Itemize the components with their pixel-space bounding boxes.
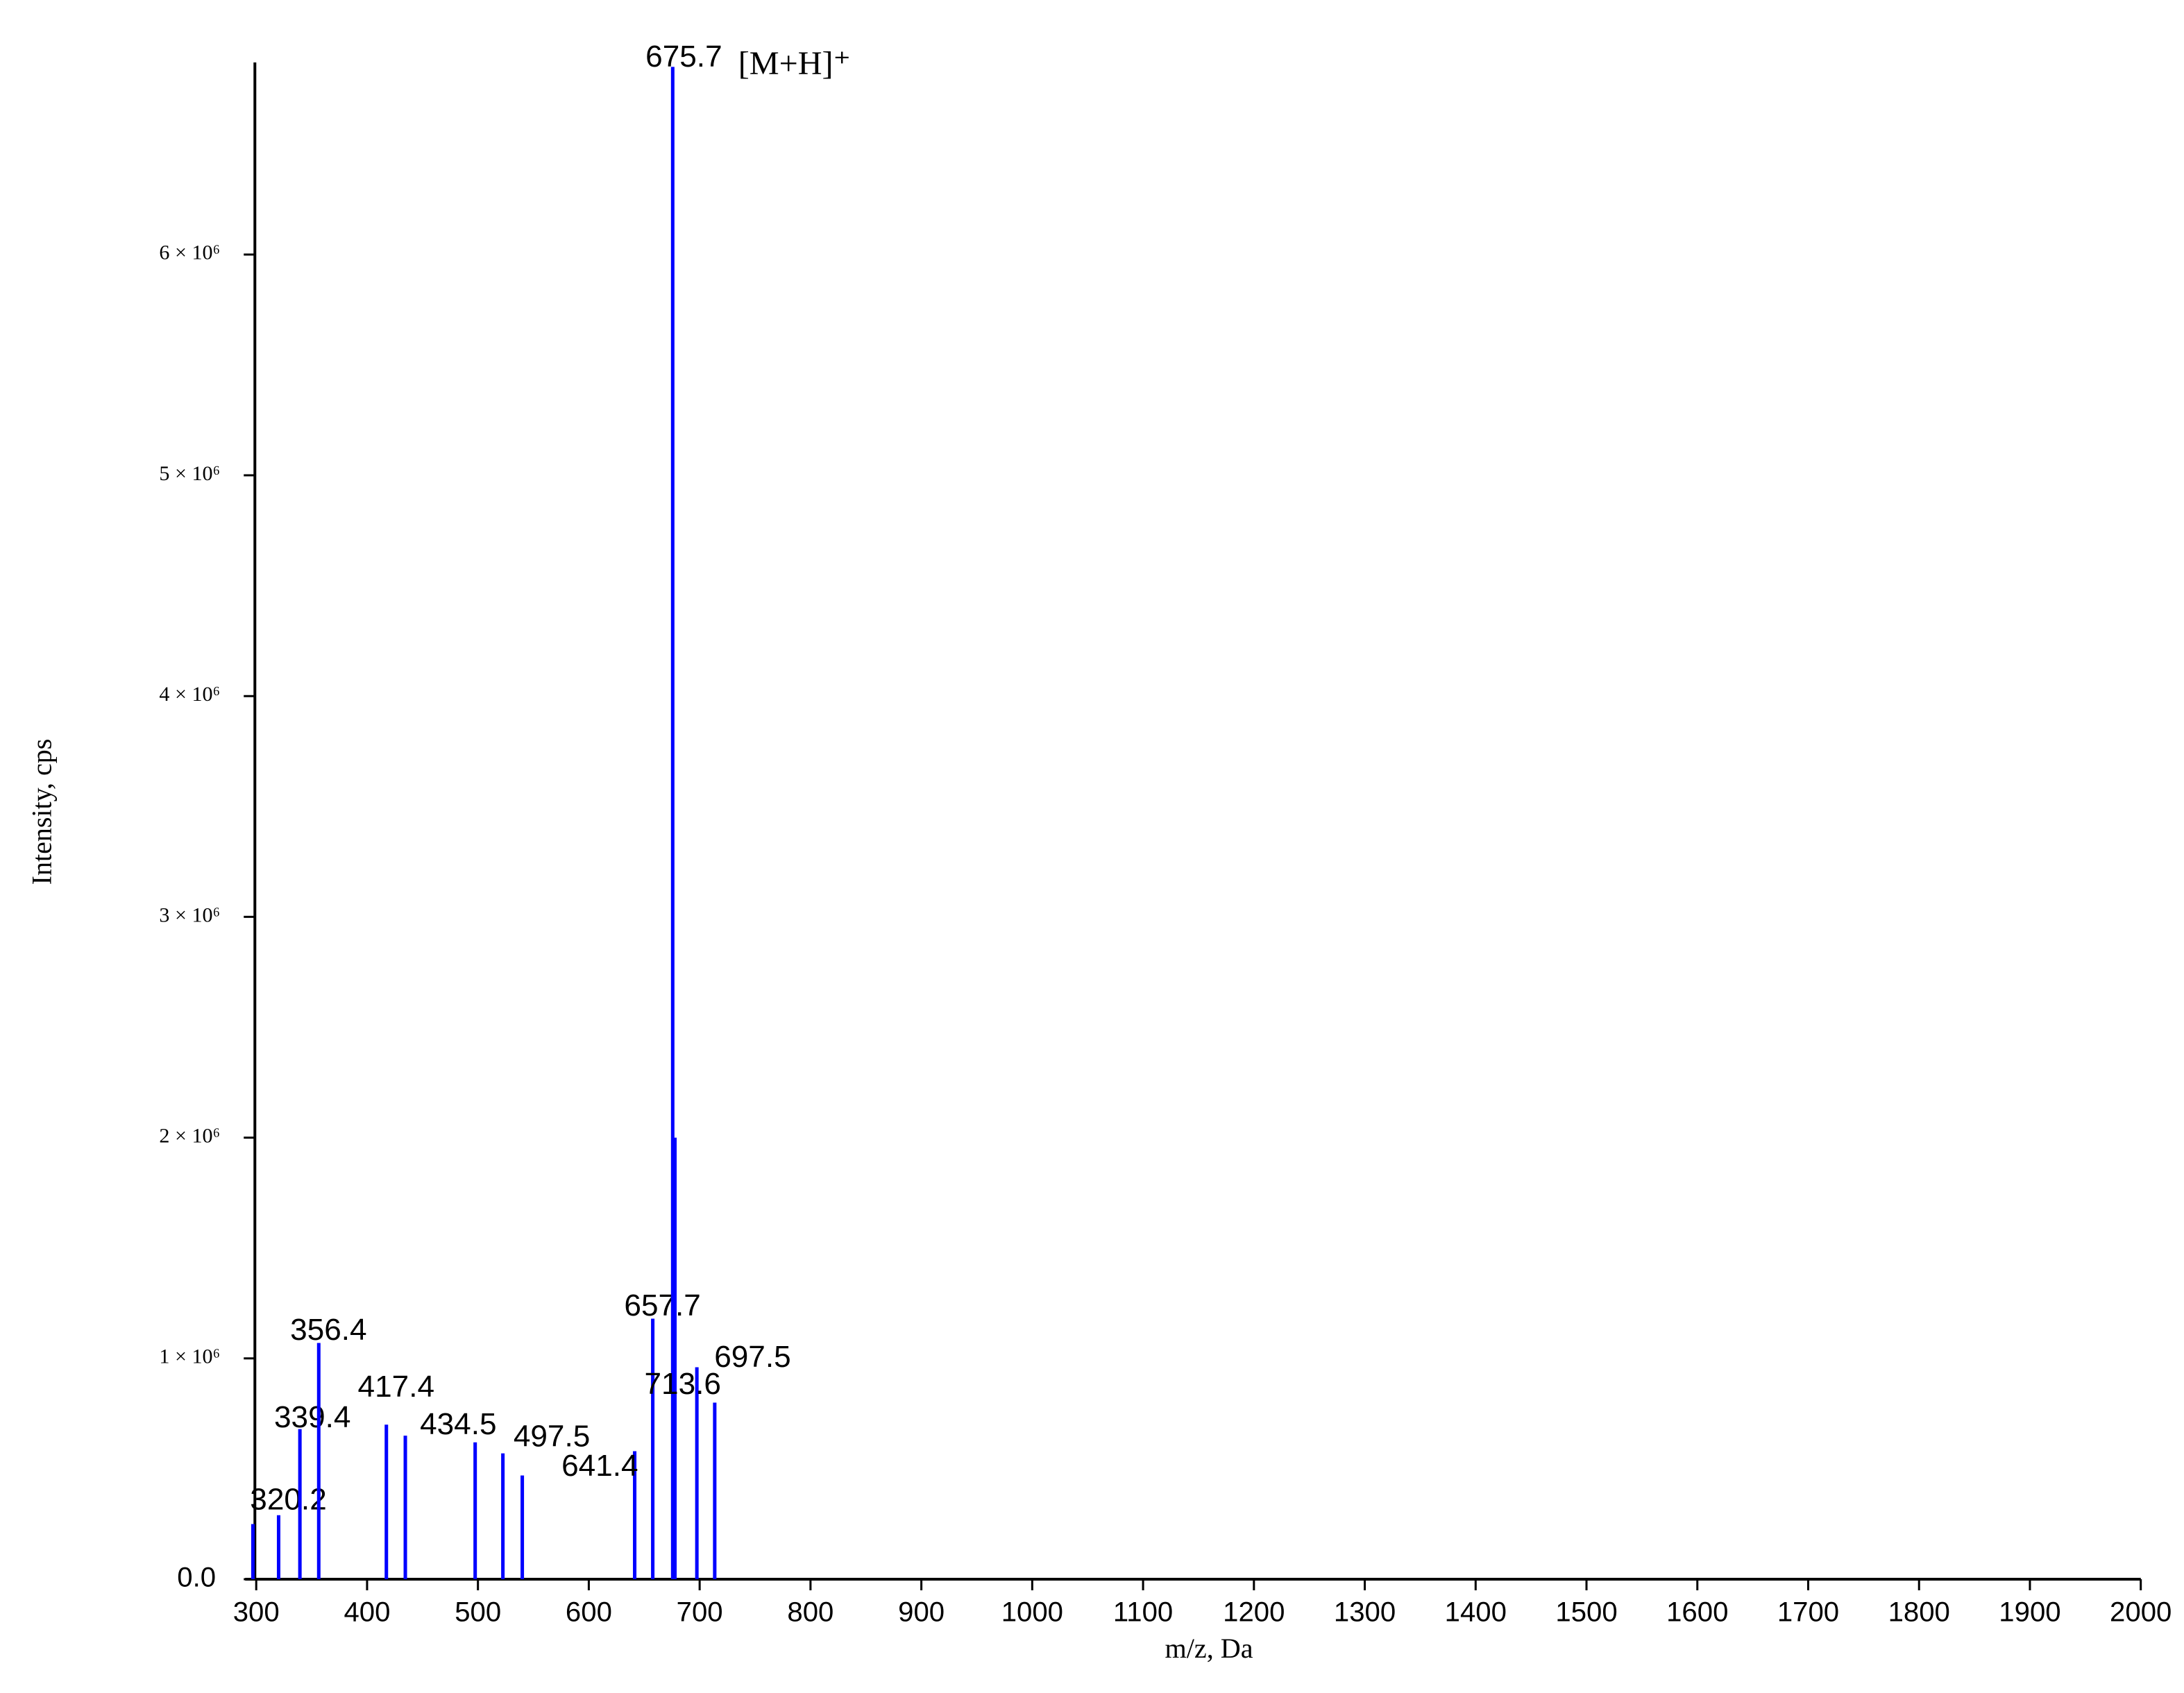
peak-label: 417.4 [358, 1370, 434, 1404]
x-tick-label: 400 [344, 1597, 390, 1628]
x-tick-label: 1300 [1334, 1597, 1396, 1628]
peak-label: 657.7 [624, 1288, 700, 1322]
x-tick-label: 600 [566, 1597, 612, 1628]
x-tick-label: 1900 [1999, 1597, 2060, 1628]
peak-label: 434.5 [420, 1407, 496, 1441]
annotation: [M+H]⁺ [738, 45, 851, 82]
x-tick-label: 1200 [1223, 1597, 1285, 1628]
peak-label: 356.4 [290, 1313, 366, 1347]
y-tick-label: 4 × 10⁶ [159, 682, 220, 706]
peak-label: 339.4 [274, 1400, 350, 1434]
peak-label: 675.7 [645, 40, 722, 74]
y-axis-label: Intensity, cps [26, 739, 57, 885]
x-tick-label: 1700 [1777, 1597, 1839, 1628]
y-tick-label: 0.0 [177, 1563, 216, 1593]
y-tick-label: 3 × 10⁶ [159, 903, 220, 926]
x-tick-label: 2000 [2110, 1597, 2172, 1628]
y-tick-label: 2 × 10⁶ [159, 1124, 220, 1148]
peak-label: 641.4 [561, 1449, 638, 1483]
peak-label: 713.6 [644, 1367, 720, 1401]
peak-label: 497.5 [514, 1419, 590, 1453]
x-tick-label: 1600 [1666, 1597, 1728, 1628]
x-tick-label: 800 [787, 1597, 833, 1628]
x-axis-label: m/z, Da [1165, 1633, 1253, 1664]
x-tick-label: 300 [233, 1597, 280, 1628]
y-tick-label: 6 × 10⁶ [159, 241, 220, 264]
y-tick-label: 1 × 10⁶ [159, 1345, 220, 1368]
x-tick-label: 900 [898, 1597, 945, 1628]
x-tick-label: 1800 [1888, 1597, 1950, 1628]
y-tick-label: 5 × 10⁶ [159, 461, 220, 485]
x-tick-label: 1500 [1555, 1597, 1617, 1628]
x-tick-label: 500 [455, 1597, 501, 1628]
peak-label: 697.5 [714, 1340, 790, 1374]
x-tick-label: 1100 [1113, 1597, 1173, 1628]
x-tick-label: 1400 [1445, 1597, 1507, 1628]
x-tick-label: 1000 [1001, 1597, 1063, 1628]
x-tick-label: 700 [677, 1597, 723, 1628]
peak-label: 320.2 [250, 1482, 326, 1516]
